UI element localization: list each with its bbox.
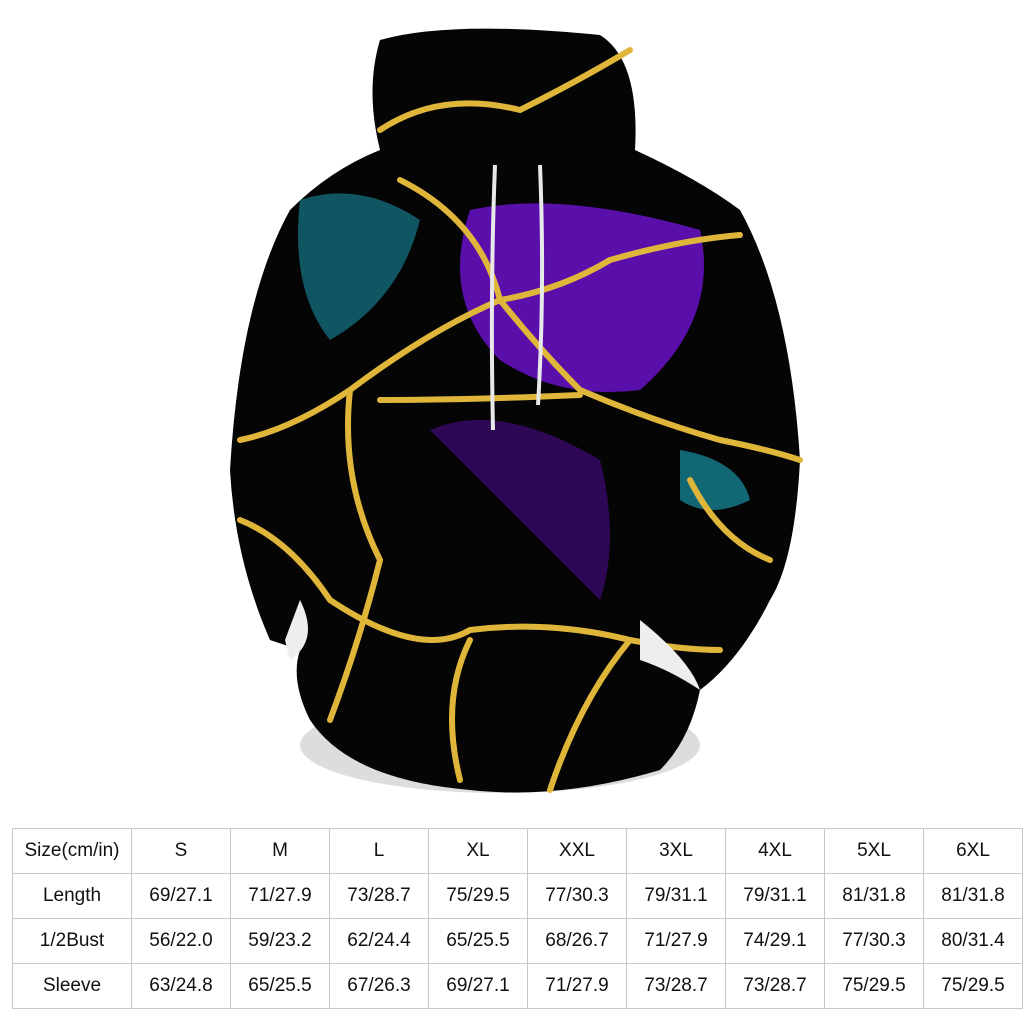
- size-cell: 79/31.1: [626, 873, 726, 919]
- size-cell: 62/24.4: [329, 918, 429, 964]
- size-cell: 77/30.3: [824, 918, 924, 964]
- pocket-opening: [640, 620, 700, 690]
- drawstring: [489, 164, 497, 431]
- row-label: Sleeve: [12, 963, 132, 1009]
- row-label: 1/2Bust: [12, 918, 132, 964]
- row-label: Size(cm/in): [12, 828, 132, 874]
- size-table: Size(cm/in) S M L XL XXL 3XL 4XL 5XL 6XL Length 69/…: [12, 828, 1023, 1009]
- size-cell: 75/29.5: [824, 963, 924, 1009]
- size-cell: L: [329, 828, 429, 874]
- size-cell: XXL: [527, 828, 627, 874]
- drawstring: [536, 164, 545, 406]
- table-row: Sleeve 63/24.8 65/25.5 67/26.3 69/27.1 71/27.…: [12, 963, 1023, 1009]
- size-cell: 65/25.5: [230, 963, 330, 1009]
- size-cell: 69/27.1: [428, 963, 528, 1009]
- size-cell: 73/28.7: [626, 963, 726, 1009]
- cyan-splash: [298, 193, 420, 340]
- size-cell: 67/26.3: [329, 963, 429, 1009]
- row-label: Length: [12, 873, 132, 919]
- size-cell: 71/27.9: [527, 963, 627, 1009]
- size-cell: 4XL: [725, 828, 825, 874]
- size-cell: 80/31.4: [923, 918, 1023, 964]
- pocket-opening: [285, 600, 308, 660]
- size-cell: 3XL: [626, 828, 726, 874]
- size-cell: 74/29.1: [725, 918, 825, 964]
- size-cell: 68/26.7: [527, 918, 627, 964]
- size-cell: 79/31.1: [725, 873, 825, 919]
- header-row: Size(cm/in) S M L XL XXL 3XL 4XL 5XL 6XL: [12, 828, 1023, 874]
- size-cell: 56/22.0: [131, 918, 231, 964]
- gold-veins: [237, 47, 803, 793]
- size-cell: 69/27.1: [131, 873, 231, 919]
- size-cell: 71/27.9: [230, 873, 330, 919]
- size-cell: S: [131, 828, 231, 874]
- size-cell: 63/24.8: [131, 963, 231, 1009]
- size-cell: 75/29.5: [428, 873, 528, 919]
- size-cell: 65/25.5: [428, 918, 528, 964]
- size-cell: 81/31.8: [824, 873, 924, 919]
- size-cell: 59/23.2: [230, 918, 330, 964]
- size-cell: M: [230, 828, 330, 874]
- size-cell: 81/31.8: [923, 873, 1023, 919]
- table-row: Length 69/27.1 71/27.9 73/28.7 75/29.5 77/30.…: [12, 873, 1023, 919]
- size-cell: 6XL: [923, 828, 1023, 874]
- size-cell: 5XL: [824, 828, 924, 874]
- table-row: 1/2Bust 56/22.0 59/23.2 62/24.4 65/25.5 68/26…: [12, 918, 1023, 964]
- size-cell: 77/30.3: [527, 873, 627, 919]
- size-cell: 73/28.7: [725, 963, 825, 1009]
- size-cell: 71/27.9: [626, 918, 726, 964]
- purple-splash: [430, 420, 610, 600]
- size-cell: 73/28.7: [329, 873, 429, 919]
- size-cell: 75/29.5: [923, 963, 1023, 1009]
- product-image: [230, 28, 803, 793]
- size-cell: XL: [428, 828, 528, 874]
